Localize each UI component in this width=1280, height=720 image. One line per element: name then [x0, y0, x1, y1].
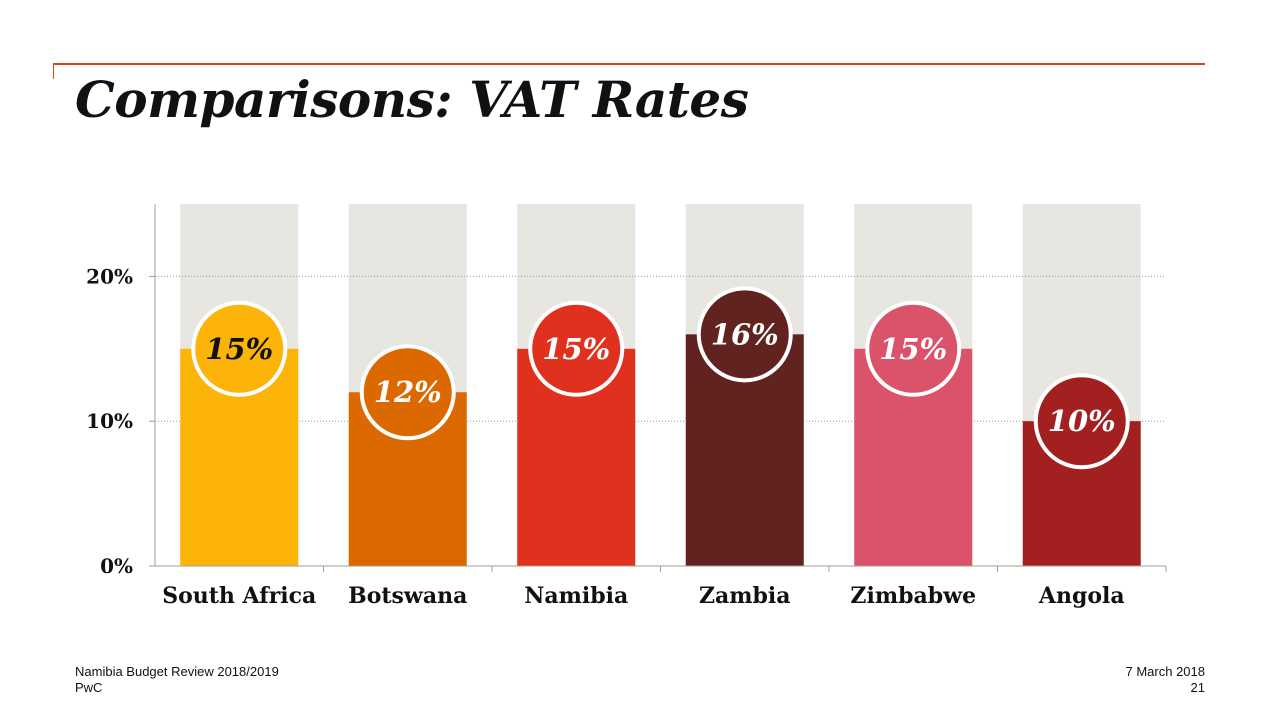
x-category-label: Namibia [524, 583, 628, 609]
value-bubble [191, 300, 288, 397]
data-label: 12% [374, 375, 442, 409]
footer-company: PwC [75, 680, 103, 695]
footer-date: 7 March 2018 [1125, 664, 1206, 679]
footer-page-number: 21 [1190, 680, 1205, 695]
footer-report-name: Namibia Budget Review 2018/2019 [75, 664, 279, 679]
x-category-label: Botswana [348, 583, 467, 609]
data-label: 10% [1048, 404, 1116, 438]
footer-left: Namibia Budget Review 2018/2019 PwC [75, 664, 279, 696]
data-label: 15% [879, 332, 947, 366]
top-accent-rule [53, 63, 1205, 65]
value-bubble [1033, 373, 1130, 470]
data-label: 15% [205, 332, 273, 366]
value-bubble [528, 300, 625, 397]
x-category-label: South Africa [162, 583, 316, 609]
x-category-label: Zimbabwe [850, 583, 976, 609]
top-accent-rule-tick [53, 63, 54, 79]
value-bubble [359, 344, 456, 441]
y-tick-label: 10% [86, 409, 133, 433]
footer-right: 7 March 2018 21 [1126, 664, 1206, 696]
x-category-label: Zambia [699, 583, 791, 609]
data-label: 15% [542, 332, 610, 366]
data-label: 16% [711, 317, 779, 351]
x-category-label: Angola [1038, 583, 1125, 609]
y-tick-label: 20% [86, 264, 133, 288]
y-tick-label: 0% [100, 554, 133, 578]
value-bubble [696, 286, 793, 383]
value-bubble [865, 300, 962, 397]
page-title: Comparisons: VAT Rates [75, 70, 749, 129]
